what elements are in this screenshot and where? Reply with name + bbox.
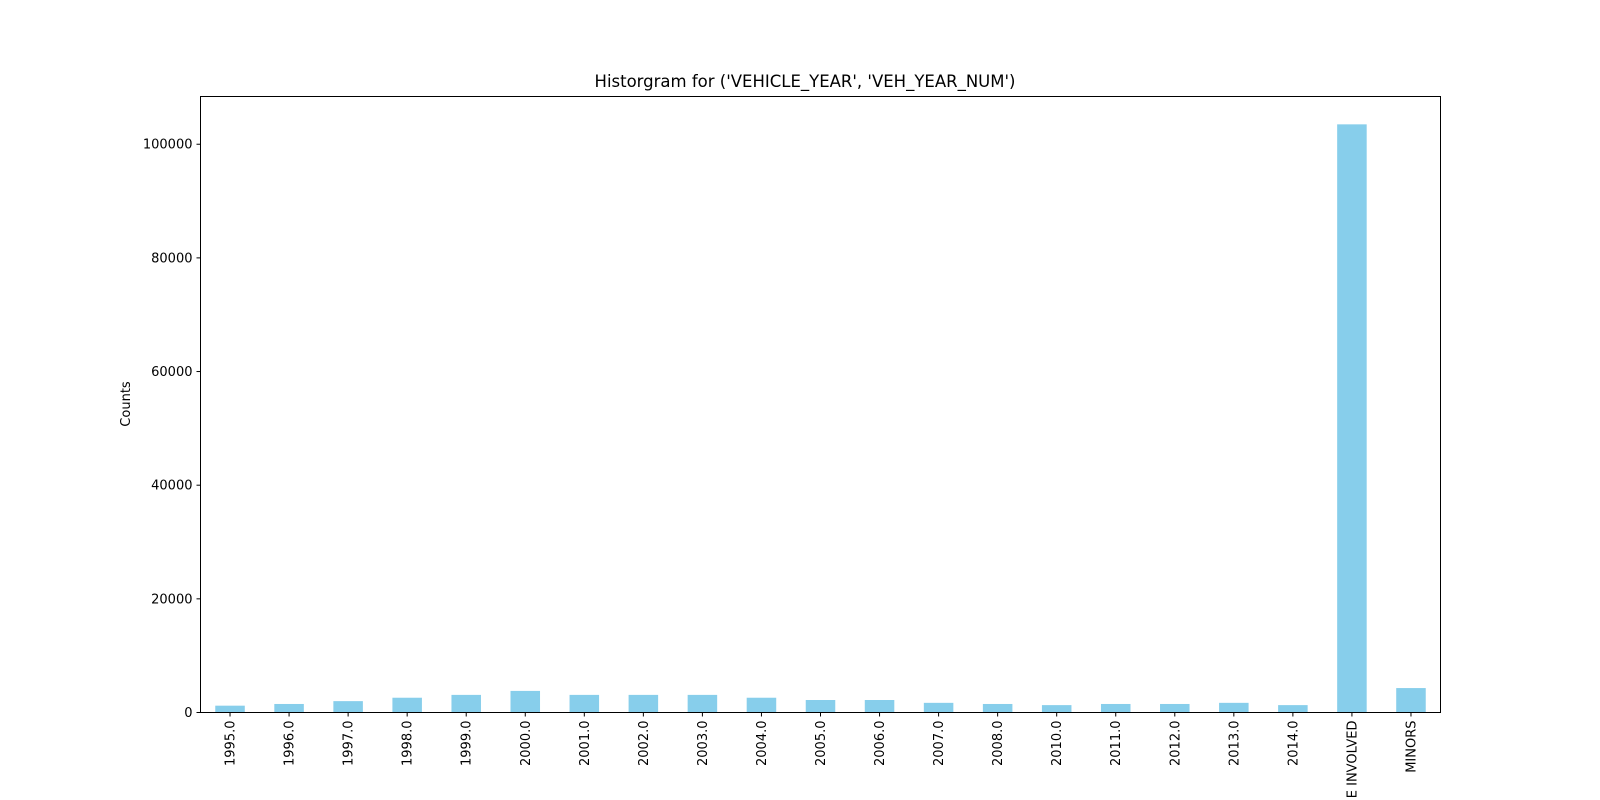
x-tick-label: 2014.0 [1286, 721, 1301, 767]
x-tick-label: 2005.0 [814, 721, 829, 767]
x-tick-label: 2010.0 [1050, 721, 1065, 767]
y-tick-label: 20000 [151, 592, 192, 607]
x-tick-label: 1999.0 [460, 721, 475, 767]
y-tick-label: 40000 [151, 479, 192, 494]
bar-2007-0 [923, 702, 954, 713]
bar-e-involved [1337, 124, 1367, 713]
x-tick-label: 2007.0 [932, 721, 947, 767]
x-tick-label: 2013.0 [1227, 721, 1242, 767]
bar-2001-0 [569, 694, 600, 713]
bar-minors [1396, 688, 1426, 713]
plot-frame [200, 96, 1441, 713]
x-tick-label: E INVOLVED [1345, 721, 1360, 799]
bar-2008-0 [982, 703, 1013, 713]
bars-group [215, 124, 1426, 713]
y-tick-label: 60000 [151, 365, 192, 380]
y-tick-label: 0 [184, 706, 192, 721]
bar-2010-0 [1041, 705, 1072, 713]
bar-2002-0 [628, 694, 659, 713]
bar-1996-0 [274, 703, 304, 713]
bar-2012-0 [1160, 703, 1190, 713]
bar-2013-0 [1219, 702, 1249, 713]
x-tick-label: 2008.0 [991, 721, 1006, 767]
bar-2000-0 [510, 690, 541, 713]
bar-1998-0 [392, 697, 422, 713]
x-tick-label: 2002.0 [637, 721, 652, 767]
bar-2004-0 [746, 697, 777, 713]
y-ticks-group: 0 20000 40000 60000 80000 100000 [143, 138, 201, 721]
bar-1995-0 [215, 705, 245, 713]
x-tick-label: 1998.0 [401, 721, 416, 767]
x-tick-label: 1997.0 [342, 721, 357, 767]
y-tick-label: 100000 [143, 138, 193, 153]
x-tick-label: 2000.0 [519, 721, 534, 767]
bar-1999-0 [451, 694, 481, 713]
x-tick-label: 1996.0 [283, 721, 298, 767]
bar-2011-0 [1100, 703, 1131, 713]
bar-2003-0 [687, 694, 718, 713]
x-tick-label: 1995.0 [224, 721, 239, 767]
x-tick-label: 2011.0 [1109, 721, 1124, 767]
y-tick-label: 80000 [151, 251, 192, 266]
x-tick-label: 2012.0 [1168, 721, 1183, 767]
bar-2006-0 [864, 699, 895, 713]
x-tick-label: MINORS [1404, 721, 1419, 773]
bar-2005-0 [805, 699, 836, 713]
x-tick-label: 2003.0 [696, 721, 711, 767]
x-tick-label: 2004.0 [755, 721, 770, 767]
bar-2014-0 [1278, 705, 1308, 713]
x-ticks-group: 1995.0 1996.0 1997.0 1998.0 1999.0 2000.0 2001… [224, 712, 1419, 799]
bar-1997-0 [333, 701, 363, 713]
x-tick-label: 2001.0 [578, 721, 593, 767]
x-tick-label: 2006.0 [873, 721, 888, 767]
chart-title: Historgram for ('VEHICLE_YEAR', 'VEH_YEA… [595, 72, 1016, 92]
y-axis-label: Counts [119, 381, 134, 427]
